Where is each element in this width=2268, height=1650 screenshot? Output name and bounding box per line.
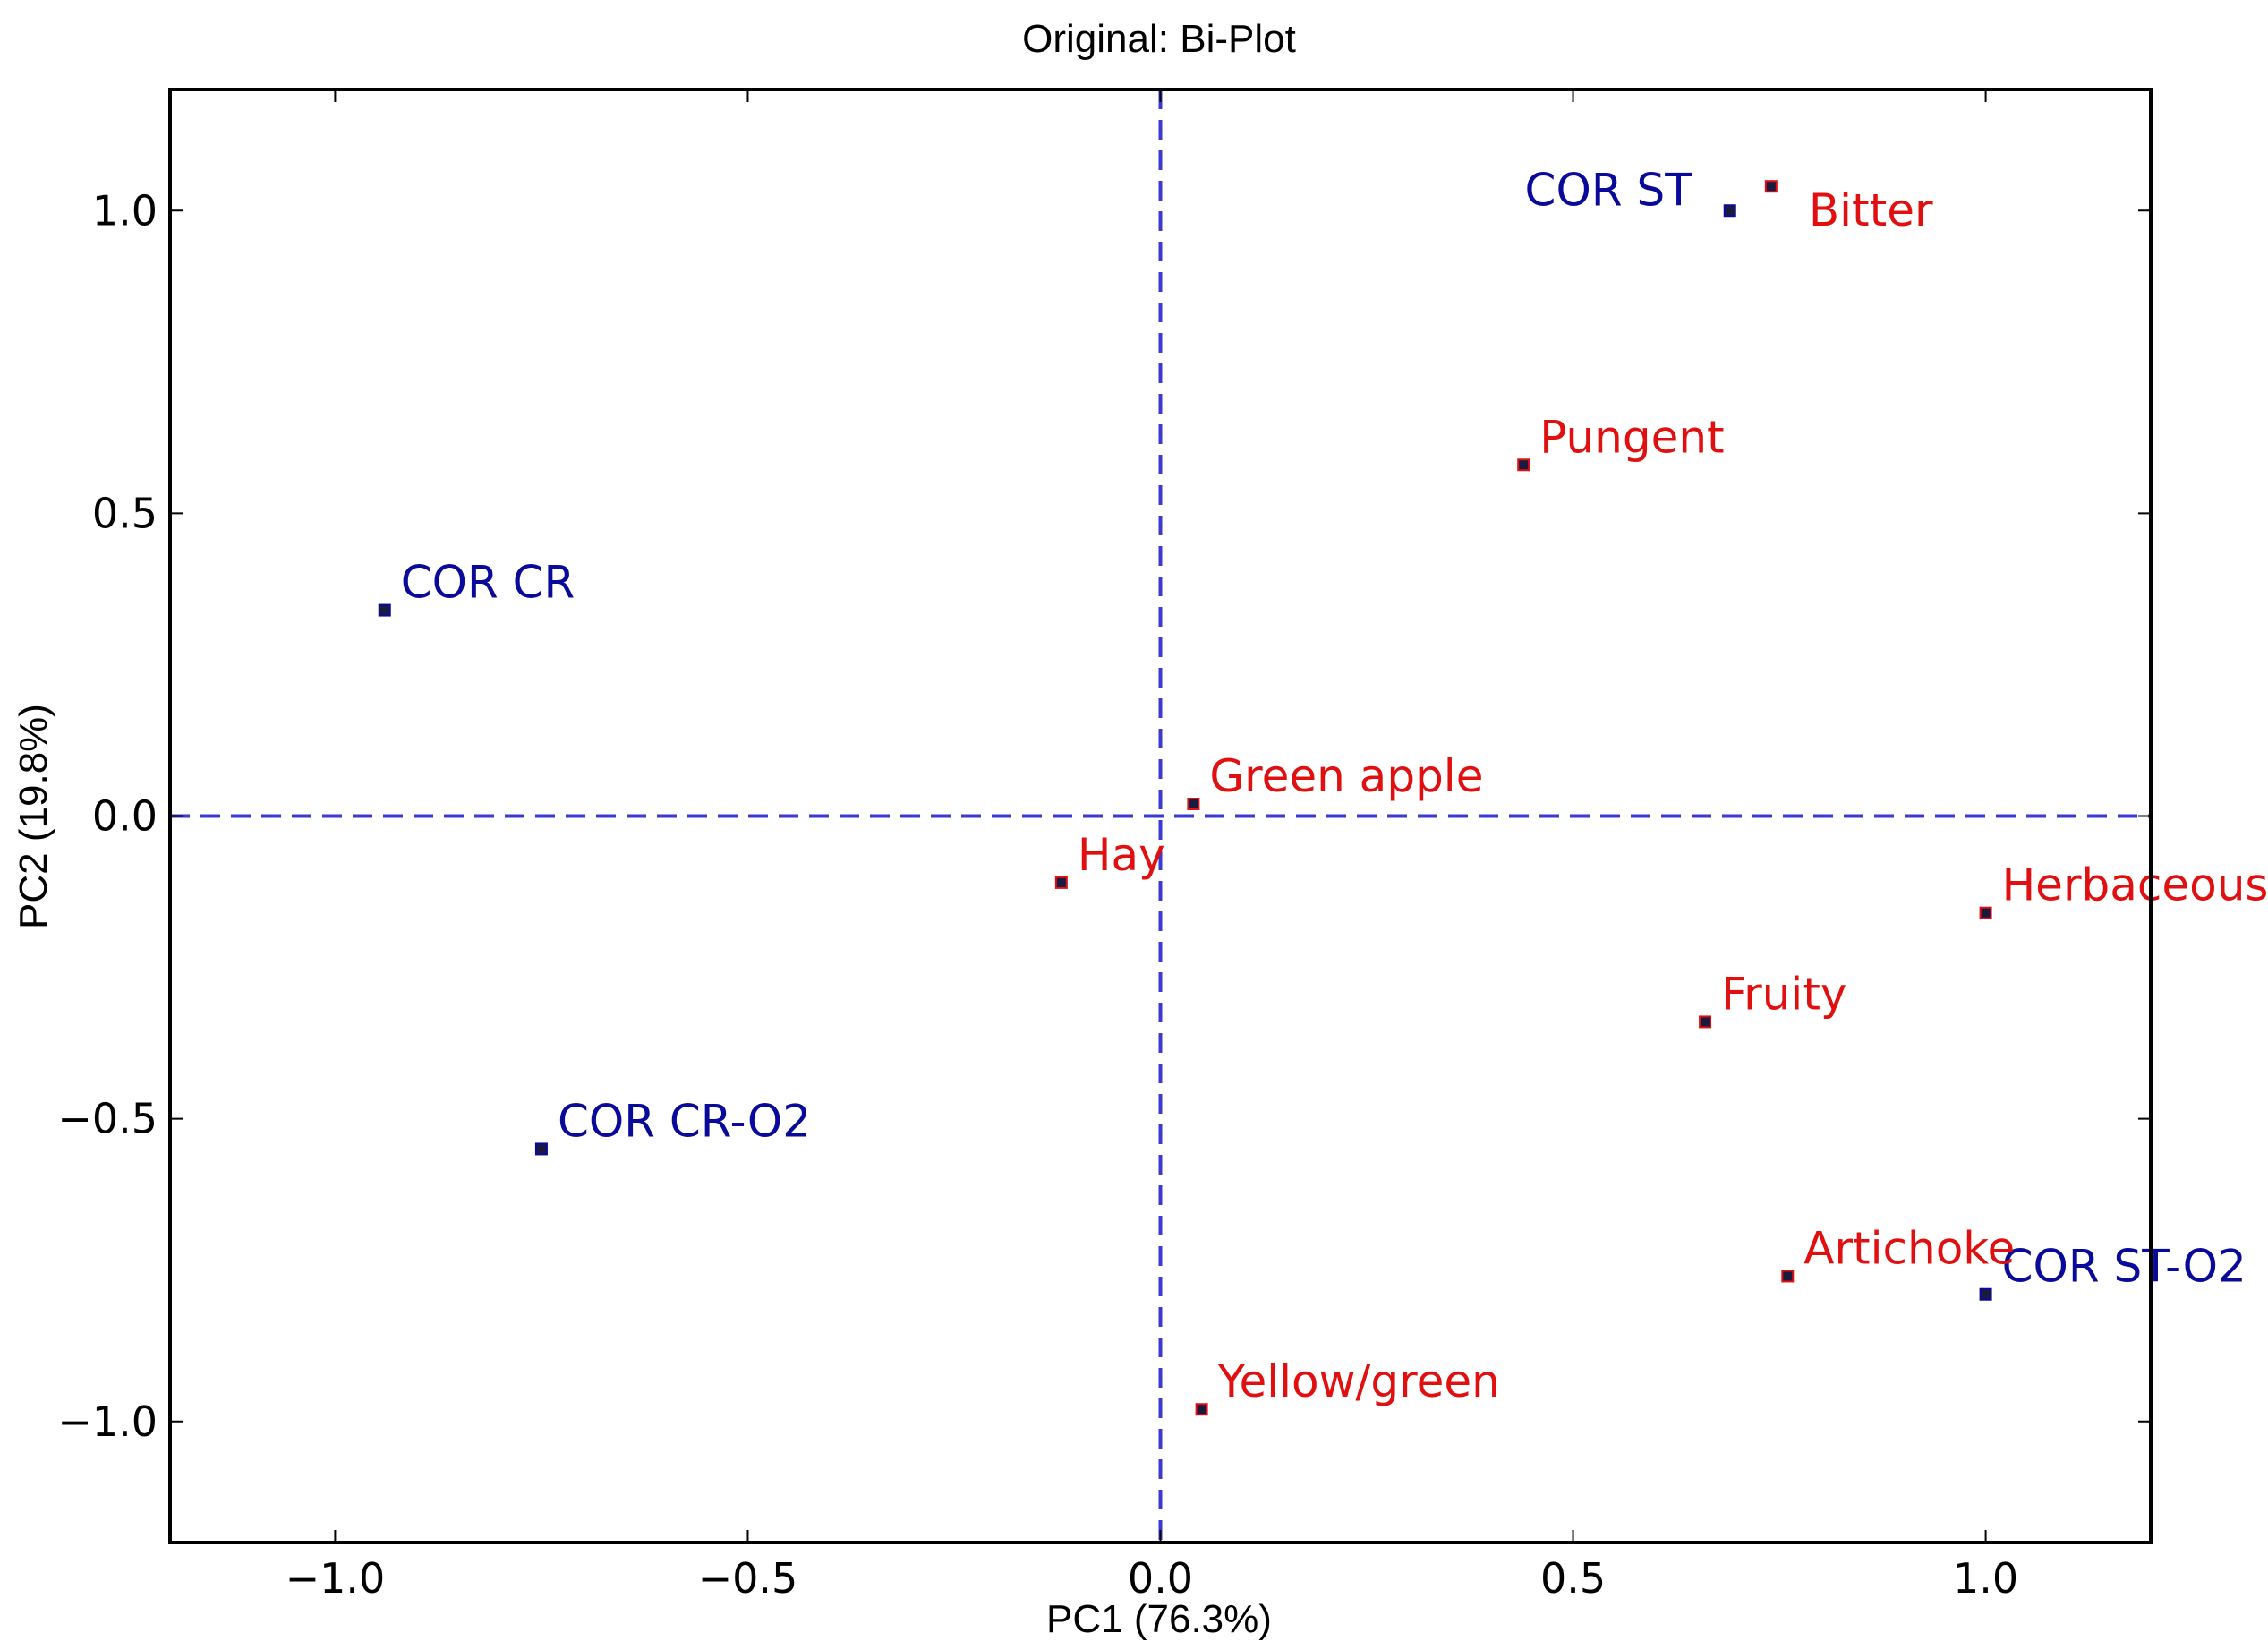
data-point bbox=[534, 1142, 548, 1156]
data-point bbox=[1195, 1403, 1208, 1416]
data-point bbox=[1979, 906, 1992, 919]
reference-lines bbox=[170, 90, 2151, 1543]
x-tick-label: 1.0 bbox=[1953, 1554, 2018, 1603]
data-point bbox=[1699, 1015, 1712, 1029]
x-tick-label: −1.0 bbox=[286, 1554, 386, 1603]
point-label: Pungent bbox=[1539, 411, 1724, 463]
y-tick-label: −1.0 bbox=[57, 1398, 158, 1446]
data-point bbox=[378, 603, 391, 617]
y-axis-label: PC2 (19.8%) bbox=[12, 704, 55, 929]
x-tick-label: 0.0 bbox=[1128, 1554, 1193, 1603]
point-label: Fruity bbox=[1721, 968, 1846, 1020]
data-point bbox=[1187, 797, 1200, 810]
data-point bbox=[1979, 1287, 1992, 1301]
point-label: COR ST-O2 bbox=[2002, 1241, 2247, 1293]
point-label: COR ST bbox=[1525, 164, 1693, 216]
y-tick-label: 0.0 bbox=[92, 792, 158, 841]
data-point bbox=[1517, 458, 1530, 472]
axis-ticks: −1.0 −0.5 0.0 0.5 1.0 −1.0 −0.5 0.0 0.5 1.0 bbox=[57, 90, 2151, 1603]
point-label: COR CR-O2 bbox=[558, 1095, 811, 1147]
data-point bbox=[1723, 204, 1736, 218]
point-label: Green apple bbox=[1209, 750, 1483, 802]
y-tick-label: 0.5 bbox=[92, 489, 158, 537]
data-point bbox=[1781, 1270, 1795, 1283]
data-points: COR ST COR CR COR CR-O2 COR ST-O2 Bitter Pung… bbox=[378, 164, 2268, 1416]
point-label: Bitter bbox=[1809, 184, 1933, 236]
point-label: Herbaceous bbox=[2002, 859, 2268, 911]
point-label: COR CR bbox=[401, 557, 576, 609]
data-point bbox=[1764, 180, 1778, 193]
x-axis-label: PC1 (76.3%) bbox=[1046, 1597, 1272, 1641]
x-tick-label: −0.5 bbox=[698, 1554, 798, 1603]
point-label: Artichoke bbox=[1803, 1222, 2015, 1274]
data-point bbox=[1054, 876, 1068, 889]
y-tick-label: 1.0 bbox=[92, 186, 158, 235]
point-label: Yellow/green bbox=[1217, 1355, 1500, 1407]
x-tick-label: 0.5 bbox=[1540, 1554, 1606, 1603]
point-label: Hay bbox=[1078, 829, 1165, 881]
plot-frame bbox=[168, 88, 2153, 1544]
chart-title: Original: Bi-Plot bbox=[1022, 17, 1296, 61]
y-tick-label: −0.5 bbox=[57, 1095, 158, 1143]
